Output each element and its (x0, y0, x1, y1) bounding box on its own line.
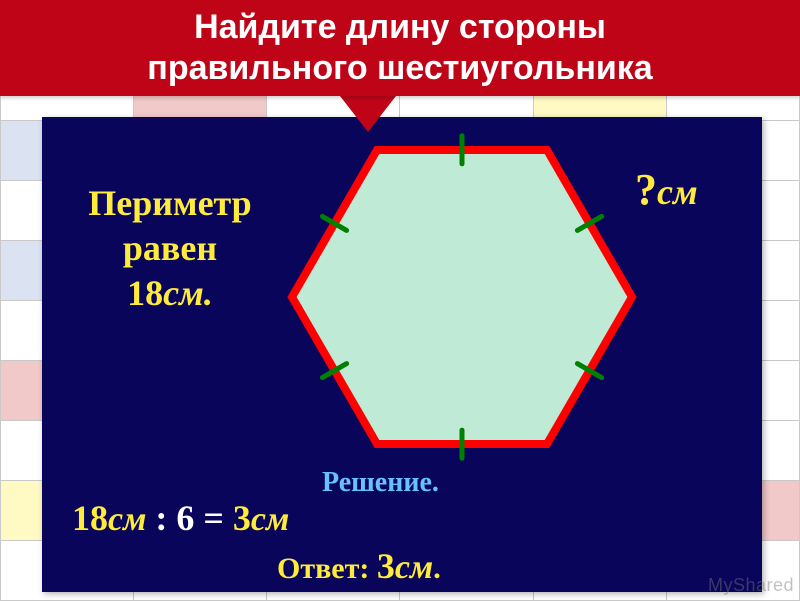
perimeter-word-1: Периметр (60, 181, 280, 226)
solution-heading: Решение. (322, 467, 439, 499)
perimeter-unit: см. (163, 273, 213, 313)
answer-value: 3 (377, 546, 395, 586)
content-panel: Периметр равен 18см. ?см Решение. 18см :… (42, 117, 762, 592)
unknown-side-label: ?см (635, 164, 698, 215)
answer-line: Ответ: 3см. (277, 545, 441, 587)
perimeter-number: 18 (127, 273, 163, 313)
answer-unit: см (395, 549, 433, 586)
perimeter-value-line: 18см. (60, 271, 280, 316)
watermark-text: MyShared (708, 575, 794, 596)
result: 3 (233, 498, 251, 538)
title-line-1: Найдите длину стороны (0, 7, 800, 48)
solution-expression: 18см : 6 = 3см (72, 497, 289, 539)
answer-dot: . (433, 552, 441, 585)
answer-label: Ответ: (277, 552, 377, 585)
callout-wedge-icon (340, 96, 396, 132)
title-line-2: правильного шестиугольника (0, 48, 800, 89)
result-unit: см (251, 501, 289, 538)
operand-a-unit: см (108, 501, 146, 538)
hexagon-shape (292, 150, 632, 444)
operand-a: 18 (72, 498, 108, 538)
question-unit: см (657, 172, 698, 212)
perimeter-text: Периметр равен 18см. (60, 181, 280, 316)
title-banner: Найдите длину стороны правильного шестиу… (0, 0, 800, 96)
operator: : 6 = (146, 498, 233, 538)
question-mark: ? (635, 165, 657, 214)
perimeter-word-2: равен (60, 226, 280, 271)
